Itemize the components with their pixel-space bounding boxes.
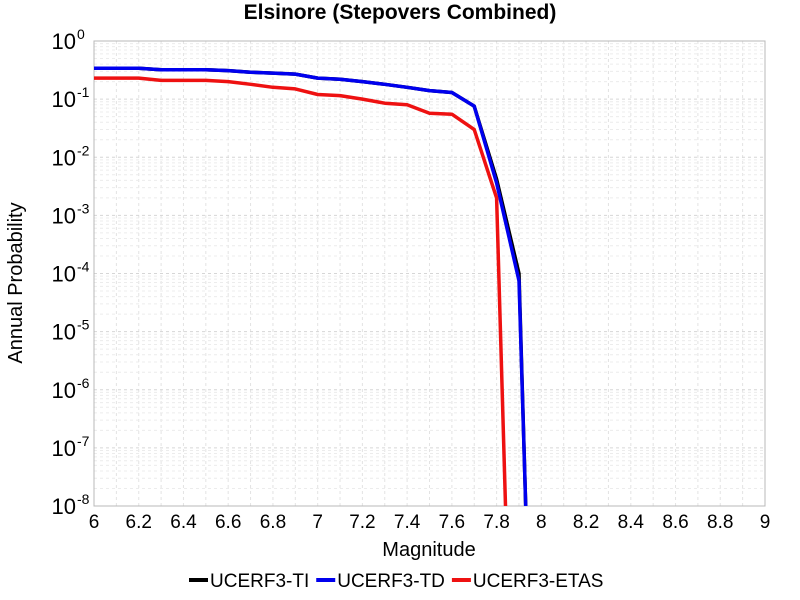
y-tick-base: 10: [52, 145, 76, 170]
y-tick-label: 10 -1: [52, 84, 90, 112]
x-tick-label: 6.8: [260, 512, 286, 533]
x-tick-label: 9: [760, 512, 771, 533]
y-tick-label: 10 -4: [52, 259, 90, 287]
y-tick-exponent: -7: [77, 433, 90, 449]
legend-item: UCERF3-ETAS: [451, 571, 604, 592]
y-tick-base: 10: [52, 29, 76, 54]
legend-item: UCERF3-TD: [316, 571, 445, 592]
x-tick-label: 6.2: [126, 512, 152, 533]
x-tick-label: 6: [89, 512, 100, 533]
legend: UCERF3-TI UCERF3-TD UCERF3-ETAS: [189, 571, 603, 592]
y-tick-exponent: -6: [77, 375, 90, 391]
series-line-ucerf3-etas: [94, 76, 508, 506]
y-tick-base: 10: [52, 436, 76, 461]
y-axis-label: Annual Probability: [5, 202, 27, 363]
x-tick-label: 7.6: [439, 512, 465, 533]
y-tick-exponent: -1: [77, 84, 90, 100]
y-tick-exponent: -4: [77, 259, 90, 275]
legend-label: UCERF3-TI: [210, 571, 309, 592]
y-tick-exponent: -5: [77, 317, 90, 333]
x-tick-label: 8.2: [573, 512, 599, 533]
legend-label: UCERF3-ETAS: [473, 571, 604, 592]
y-tick-base: 10: [52, 262, 76, 287]
y-tick-base: 10: [52, 494, 76, 519]
x-tick-label: 8.8: [707, 512, 733, 533]
y-tick-base: 10: [52, 320, 76, 345]
x-tick-label: 7.2: [349, 512, 375, 533]
y-tick-label: 10 -5: [52, 317, 90, 345]
y-tick-label: 10 -2: [52, 142, 90, 170]
y-tick-base: 10: [52, 203, 76, 228]
grid: [93, 41, 766, 507]
x-tick-label: 6.6: [215, 512, 241, 533]
x-tick-label: 6.4: [170, 512, 197, 533]
y-tick-exponent: -2: [77, 142, 90, 158]
plot-area: [93, 40, 766, 507]
x-tick-label: 8.4: [618, 512, 645, 533]
y-tick-exponent: -8: [77, 491, 90, 507]
x-axis-label: Magnitude: [382, 539, 475, 561]
y-tick-label: 10 -8: [52, 491, 90, 519]
x-axis-ticks: 6 6.2 6.4 6.6 6.8 7 7.2 7.4 7.6 7.8 8 8.2 8.4 8.6 8.8 9: [89, 512, 771, 533]
x-tick-label: 8.6: [662, 512, 688, 533]
y-tick-label: 10 -3: [52, 200, 90, 228]
y-tick-base: 10: [52, 378, 76, 403]
x-tick-label: 7.8: [483, 512, 509, 533]
legend-item: UCERF3-TI: [189, 571, 309, 592]
x-tick-label: 7: [312, 512, 323, 533]
y-tick-exponent: 0: [77, 26, 85, 42]
y-tick-label: 10 -7: [52, 433, 90, 461]
chart-title: Elsinore (Stepovers Combined): [244, 1, 557, 24]
y-tick-exponent: -3: [77, 200, 90, 216]
series-layer: [94, 66, 528, 506]
x-tick-label: 8: [536, 512, 547, 533]
legend-label: UCERF3-TD: [337, 571, 445, 592]
y-tick-base: 10: [52, 87, 76, 112]
series-line-ucerf3-td: [94, 66, 528, 506]
x-tick-label: 7.4: [394, 512, 421, 533]
y-tick-label: 10 0: [52, 26, 85, 54]
y-tick-label: 10 -6: [52, 375, 90, 403]
